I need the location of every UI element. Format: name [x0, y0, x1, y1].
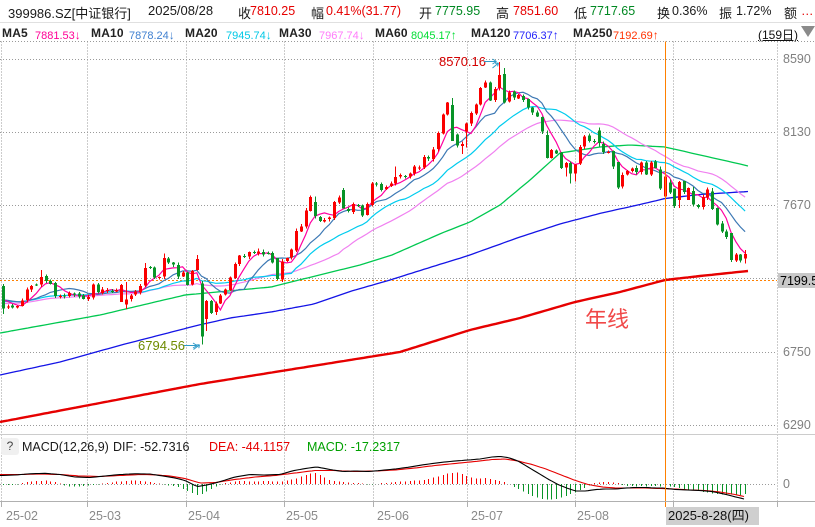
svg-text:7670: 7670 — [783, 198, 811, 212]
svg-text:7199.5: 7199.5 — [780, 274, 815, 288]
svg-text:0: 0 — [783, 477, 790, 491]
svg-text:8590: 8590 — [783, 52, 811, 66]
svg-text:6290: 6290 — [783, 418, 811, 432]
svg-text:8570.16: 8570.16 — [439, 54, 486, 69]
svg-text:6794.56: 6794.56 — [138, 338, 185, 353]
svg-text:6750: 6750 — [783, 345, 811, 359]
svg-text:年线: 年线 — [585, 307, 629, 332]
svg-text:8130: 8130 — [783, 125, 811, 139]
